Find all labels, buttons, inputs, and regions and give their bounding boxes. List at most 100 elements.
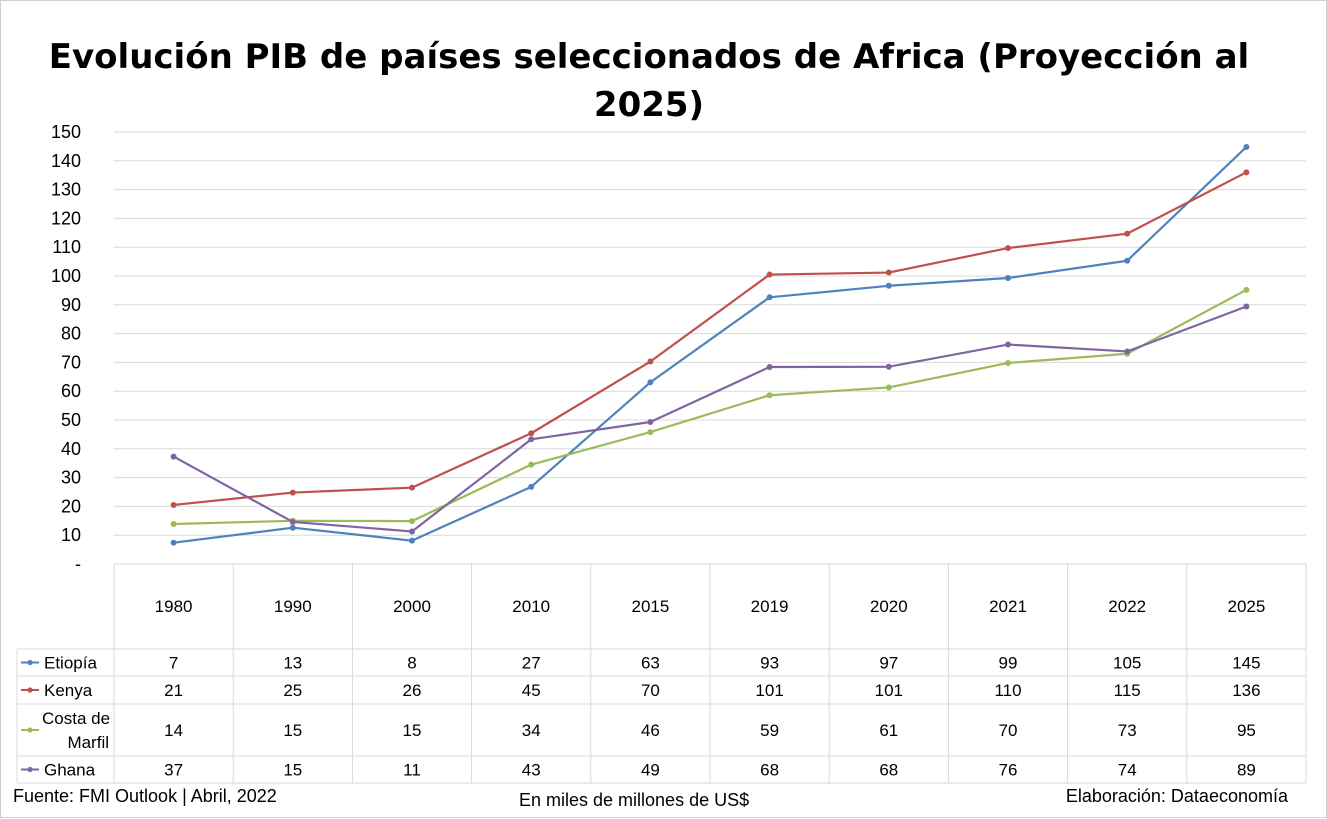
y-tick-label: 110	[52, 237, 81, 257]
y-tick-label: 100	[51, 266, 81, 286]
table-cell-value: 49	[641, 761, 660, 780]
gridlines	[114, 131, 1306, 536]
table-cell-value: 99	[999, 654, 1018, 673]
credit-note: Elaboración: Dataeconomía	[1065, 786, 1288, 806]
legend-label: Marfil	[67, 733, 109, 752]
table-cell-value: 15	[283, 721, 302, 740]
x-category-label: 2000	[393, 597, 431, 616]
data-point	[1005, 359, 1011, 366]
chart-title-line-1: Evolución PIB de países seleccionados de…	[49, 37, 1249, 77]
table-cell-value: 74	[1118, 761, 1137, 780]
x-category-label: 2019	[751, 597, 789, 616]
data-table: 1980 1990 2000 2010 2015 2019 2020 2021 2022 2025…	[16, 563, 1307, 784]
table-cell-value: 76	[999, 761, 1018, 780]
y-tick-label: -	[75, 554, 81, 574]
data-point	[766, 271, 773, 278]
legend-key-marker	[27, 727, 33, 733]
table-cell-value: 97	[879, 654, 898, 673]
y-tick-label: 10	[61, 525, 81, 545]
data-point	[409, 484, 415, 491]
table-cell-value: 101	[875, 681, 903, 700]
data-point	[289, 518, 296, 525]
x-category-label: 1990	[274, 597, 312, 616]
y-tick-label: 90	[61, 295, 81, 315]
data-point	[647, 419, 654, 426]
table-cell-value: 70	[641, 681, 660, 700]
table-cell-value: 15	[283, 761, 302, 780]
legend-key-marker	[27, 766, 33, 773]
x-category-label: 2025	[1227, 597, 1265, 616]
data-point	[170, 501, 177, 508]
data-point	[766, 294, 773, 301]
y-tick-label: 150	[51, 122, 81, 142]
y-tick-label: 140	[51, 151, 81, 171]
y-axis-ticks: - 10 20 30 40 50 60 70 80 90 100 110 120 130 140 150	[51, 122, 81, 574]
data-point	[1005, 341, 1011, 348]
series-line	[173, 288, 1247, 526]
data-point	[409, 528, 415, 535]
data-point	[885, 269, 892, 276]
data-point	[170, 539, 177, 546]
y-tick-label: 60	[61, 381, 81, 401]
y-tick-label: 30	[61, 468, 81, 488]
table-cell-value: 25	[283, 681, 302, 700]
legend-key-marker	[27, 687, 33, 693]
table-cell-value: 68	[760, 761, 779, 780]
x-category-label: 2020	[870, 597, 908, 616]
table-cell-value: 8	[407, 654, 416, 673]
table-cell-value: 34	[522, 721, 541, 740]
chart-title-line-2: 2025)	[594, 85, 704, 125]
x-category-label: 2015	[631, 597, 669, 616]
legend-label: Costa de	[42, 709, 110, 728]
legend-key-marker	[27, 659, 33, 666]
x-category-label: 1980	[155, 597, 193, 616]
source-note: Fuente: FMI Outlook | Abril, 2022	[13, 786, 277, 806]
legend-label: Kenya	[44, 681, 93, 700]
table-cell-value: 105	[1113, 654, 1141, 673]
table-cell-value: 115	[1114, 681, 1141, 700]
data-point	[1243, 303, 1250, 310]
table-cell-value: 7	[169, 654, 178, 673]
series-lines	[170, 143, 1250, 546]
table-cell-value: 70	[999, 721, 1018, 740]
data-point	[885, 384, 892, 391]
data-point	[1124, 348, 1131, 355]
series-line	[173, 146, 1248, 544]
data-point	[885, 282, 892, 289]
table-cell-value: 21	[164, 681, 183, 700]
table-cell-value: 68	[879, 761, 898, 780]
table-cell-value: 46	[641, 721, 660, 740]
table-cell-value: 13	[283, 654, 302, 673]
table-cell-value: 73	[1118, 721, 1137, 740]
data-point	[1124, 230, 1131, 237]
table-cell-value: 43	[522, 761, 541, 780]
table-cell-value: 27	[522, 654, 541, 673]
data-point	[1243, 286, 1250, 293]
data-point	[409, 518, 415, 525]
data-point	[766, 364, 773, 371]
series-line	[173, 171, 1247, 507]
x-category-label: 2021	[989, 597, 1027, 616]
table-cell-value: 15	[403, 721, 422, 740]
data-point	[170, 520, 177, 527]
table-cell-value: 63	[641, 654, 660, 673]
data-point	[409, 537, 415, 544]
y-tick-label: 50	[61, 410, 81, 430]
data-point	[289, 489, 296, 496]
y-tick-label: 70	[61, 352, 81, 372]
data-point	[766, 392, 773, 399]
y-tick-label: 80	[61, 324, 81, 344]
data-point	[647, 358, 654, 365]
table-cell-value: 110	[994, 681, 1021, 700]
table-cell-value: 93	[760, 654, 779, 673]
data-point	[1243, 169, 1250, 176]
data-point	[528, 483, 535, 490]
table-cell-value: 26	[403, 681, 422, 700]
x-category-label: 2010	[512, 597, 550, 616]
data-point	[170, 453, 177, 460]
series-line	[173, 305, 1247, 533]
legend-label: Etiopía	[44, 654, 97, 673]
data-point	[1124, 257, 1131, 264]
